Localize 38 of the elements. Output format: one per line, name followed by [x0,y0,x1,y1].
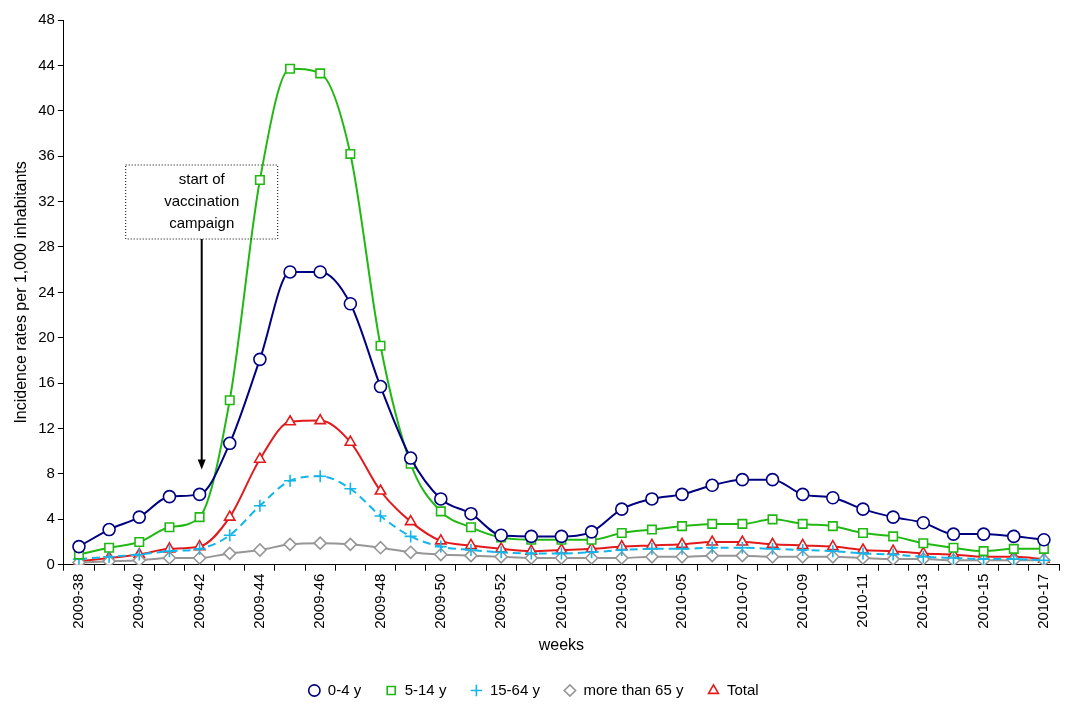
y-tick-label: 48 [38,10,55,28]
x-tick-label: 2010-01 [551,573,569,629]
x-tick-label: 2009-46 [310,573,328,629]
x-tick-label: 2009-42 [189,573,207,629]
x-tick-label: 2010-05 [672,573,690,629]
x-tick-label: 2010-07 [732,573,750,629]
x-axis-title: weeks [537,635,585,653]
x-tick-label: 2010-13 [913,573,931,629]
y-tick-label: 32 [38,191,55,209]
x-tick-label: 2009-48 [370,573,388,629]
legend-label: 0-4 y [327,680,362,698]
x-tick-label: 2010-15 [973,573,991,629]
annotation: start of vaccination campaign [164,170,240,232]
y-tick-label: 40 [38,100,55,118]
y-tick-label: 12 [38,418,55,436]
y-tick-label: 24 [38,282,55,300]
x-tick-label: 2009-44 [250,573,268,629]
legend-label: more than 65 y [583,680,684,698]
x-tick-label: 2009-40 [129,573,147,629]
y-tick-label: 44 [38,55,55,73]
legend-label: 5-14 y [404,680,447,698]
y-tick-label: 20 [38,327,55,345]
x-tick-label: 2010-11 [853,573,871,628]
x-tick-label: 2010-03 [611,573,629,629]
x-tick-label: 2009-52 [491,573,509,629]
x-tick-label: 2010-09 [792,573,810,629]
y-tick-label: 0 [46,554,55,572]
y-tick-label: 28 [38,237,55,255]
x-tick-label: 2009-38 [69,573,87,629]
y-tick-label: 4 [46,509,55,527]
x-tick-label: 2009-50 [430,573,448,629]
x-tick-label: 2010-17 [1034,573,1052,629]
legend-label: Total [726,680,759,698]
y-tick-label: 36 [38,146,55,164]
y-axis-title: Incidence rates per 1,000 inhabitants [12,161,30,424]
y-tick-label: 16 [38,373,55,391]
legend-label: 15-64 y [489,680,541,698]
y-tick-label: 8 [46,464,55,482]
